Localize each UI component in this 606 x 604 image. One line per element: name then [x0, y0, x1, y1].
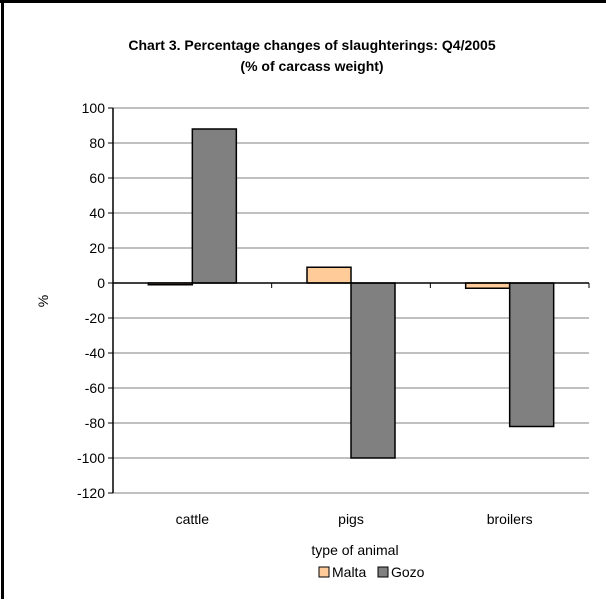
y-tick-label: 80	[89, 135, 105, 151]
plot-axes	[112, 108, 590, 493]
x-tick-label-broilers: broilers	[487, 511, 533, 527]
x-axis-label: type of animal	[311, 542, 398, 558]
legend-label-malta: Malta	[332, 564, 366, 580]
y-tick-label: 100	[82, 100, 106, 116]
legend-swatch-gozo	[377, 566, 389, 578]
bar-gozo-pigs	[350, 282, 396, 459]
y-tick-label: -80	[85, 415, 105, 431]
chart-subtitle: (% of carcass weight)	[240, 58, 383, 74]
legend-label-gozo: Gozo	[391, 564, 425, 580]
x-tick-label-cattle: cattle	[176, 511, 210, 527]
x-tick-label-pigs: pigs	[338, 511, 364, 527]
x-tick-labels: cattle pigs broilers	[176, 511, 533, 527]
bar-gozo-cattle	[191, 128, 238, 284]
y-tick-label: -20	[85, 310, 105, 326]
y-tick-label: 20	[89, 240, 105, 256]
y-tick-label: -40	[85, 345, 105, 361]
y-tick-label: 40	[89, 205, 105, 221]
y-tick-label: -100	[77, 450, 105, 466]
legend: Malta Gozo	[318, 564, 425, 580]
y-tick-label: -120	[77, 485, 105, 501]
legend-swatch-malta	[318, 566, 330, 578]
y-tick-labels: 100 80 60 40 20 0 -20 -40 -60 -80 -100 -120	[77, 100, 105, 501]
y-tick-label: 0	[97, 275, 105, 291]
chart-title: Chart 3. Percentage changes of slaughter…	[128, 37, 495, 53]
bar-gozo-broilers	[508, 282, 555, 428]
bar-malta-pigs	[306, 266, 352, 284]
y-tick-label: -60	[85, 380, 105, 396]
y-tick-label: 60	[89, 170, 105, 186]
bar-malta-broilers	[464, 282, 511, 289]
y-axis-label: %	[35, 295, 51, 307]
